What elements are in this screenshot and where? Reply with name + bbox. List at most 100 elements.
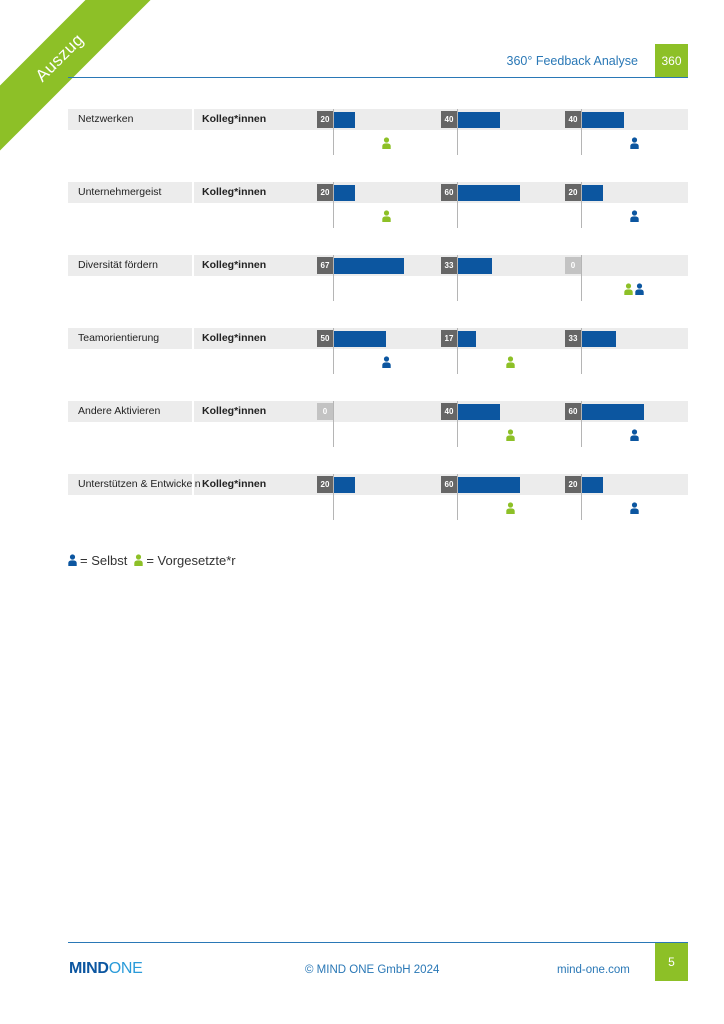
- rating-column: 60: [441, 474, 565, 520]
- marker-row: [582, 210, 686, 224]
- footer-copyright: © MIND ONE GmbH 2024: [305, 964, 440, 976]
- competency-label: Andere Aktivieren: [78, 405, 161, 417]
- footer-url-link[interactable]: mind-one.com: [557, 964, 630, 976]
- selbst-person-icon: [630, 137, 639, 149]
- rater-group-label: Kolleg*innen: [202, 186, 267, 198]
- percentage-bar: [582, 477, 603, 493]
- header-badge: 360: [655, 44, 688, 78]
- rating-column: 40: [441, 109, 565, 155]
- marker-row: [334, 137, 438, 151]
- selbst-person-icon: [630, 210, 639, 222]
- percentage-bar: [334, 112, 355, 128]
- feedback-row: Unterstützen & Entwickeln Kolleg*innen 20 6…: [68, 474, 688, 547]
- row-band: [68, 474, 688, 495]
- rating-column: 20: [317, 109, 441, 155]
- column-axis-line: [457, 255, 458, 301]
- percentage-label: 17: [441, 330, 457, 347]
- row-band: [68, 109, 688, 130]
- marker-row: [334, 210, 438, 224]
- marker-row: [582, 283, 686, 297]
- rating-column: 33: [565, 328, 689, 374]
- column-axis-line: [333, 182, 334, 228]
- column-axis-line: [333, 401, 334, 447]
- rating-column: 50: [317, 328, 441, 374]
- rating-column: 60: [441, 182, 565, 228]
- rating-column: 67: [317, 255, 441, 301]
- vorgesetzte-person-icon: [506, 429, 515, 441]
- mind-one-logo: MINDONE: [69, 960, 143, 978]
- percentage-label: 40: [441, 111, 457, 128]
- percentage-label: 20: [565, 184, 581, 201]
- percentage-label: 60: [565, 403, 581, 420]
- page-number: 5: [655, 943, 688, 981]
- feedback-row: Diversität fördern Kolleg*innen 67 33 0: [68, 255, 688, 328]
- selbst-person-icon: [630, 502, 639, 514]
- column-axis-line: [581, 474, 582, 520]
- rating-column: 0: [565, 255, 689, 301]
- selbst-person-icon: [68, 554, 77, 566]
- column-axis-line: [457, 328, 458, 374]
- percentage-label: 40: [441, 403, 457, 420]
- percentage-bar: [458, 404, 500, 420]
- rater-group-label: Kolleg*innen: [202, 113, 267, 125]
- rater-group-label: Kolleg*innen: [202, 332, 267, 344]
- rating-column: 17: [441, 328, 565, 374]
- marker-row: [458, 356, 562, 370]
- vorgesetzte-person-icon: [506, 502, 515, 514]
- marker-row: [458, 429, 562, 443]
- percentage-bar: [582, 112, 624, 128]
- column-axis-line: [581, 182, 582, 228]
- percentage-bar: [582, 404, 644, 420]
- competency-label: Unternehmergeist: [78, 186, 162, 198]
- rating-column: 20: [565, 474, 689, 520]
- legend-selbst-label: = Selbst: [80, 552, 128, 568]
- rating-column: 33: [441, 255, 565, 301]
- column-axis-line: [457, 109, 458, 155]
- percentage-bar: [458, 477, 520, 493]
- competency-label: Unterstützen & Entwickeln: [78, 478, 201, 490]
- vorgesetzte-person-icon: [506, 356, 515, 368]
- marker-row: [582, 502, 686, 516]
- marker-row: [582, 137, 686, 151]
- rater-group-label: Kolleg*innen: [202, 259, 267, 271]
- logo-text-mind: MIND: [69, 960, 109, 977]
- vorgesetzte-person-icon: [382, 210, 391, 222]
- vorgesetzte-person-icon: [624, 283, 633, 295]
- percentage-label: 20: [317, 184, 333, 201]
- column-axis-line: [333, 109, 334, 155]
- selbst-person-icon: [630, 429, 639, 441]
- percentage-bar: [334, 185, 355, 201]
- percentage-label: 60: [441, 476, 457, 493]
- rating-column: 20: [565, 182, 689, 228]
- percentage-bar: [582, 331, 616, 347]
- percentage-label: 67: [317, 257, 333, 274]
- percentage-label: 20: [565, 476, 581, 493]
- percentage-bar: [458, 258, 492, 274]
- feedback-row: Andere Aktivieren Kolleg*innen 0 40 60: [68, 401, 688, 474]
- selbst-person-icon: [635, 283, 644, 295]
- percentage-label: 0: [317, 403, 333, 420]
- marker-row: [458, 502, 562, 516]
- column-axis-line: [333, 328, 334, 374]
- header-divider: [68, 77, 688, 78]
- marker-row: [334, 356, 438, 370]
- percentage-label: 20: [317, 476, 333, 493]
- rating-column: 20: [317, 182, 441, 228]
- cell-separator: [192, 401, 194, 422]
- column-axis-line: [333, 255, 334, 301]
- percentage-label: 33: [441, 257, 457, 274]
- percentage-bar: [334, 258, 404, 274]
- column-axis-line: [457, 401, 458, 447]
- header-title: 360° Feedback Analyse: [506, 54, 638, 68]
- legend: = Selbst = Vorgesetzte*r: [68, 551, 243, 569]
- percentage-label: 40: [565, 111, 581, 128]
- feedback-row: Teamorientierung Kolleg*innen 50 17 33: [68, 328, 688, 401]
- feedback-table: Netzwerken Kolleg*innen 20 40 40 Unternehmerg…: [68, 109, 688, 547]
- selbst-person-icon: [382, 356, 391, 368]
- column-axis-line: [457, 182, 458, 228]
- percentage-bar: [334, 331, 386, 347]
- row-band: [68, 182, 688, 203]
- rating-column: 60: [565, 401, 689, 447]
- column-axis-line: [581, 255, 582, 301]
- feedback-row: Netzwerken Kolleg*innen 20 40 40: [68, 109, 688, 182]
